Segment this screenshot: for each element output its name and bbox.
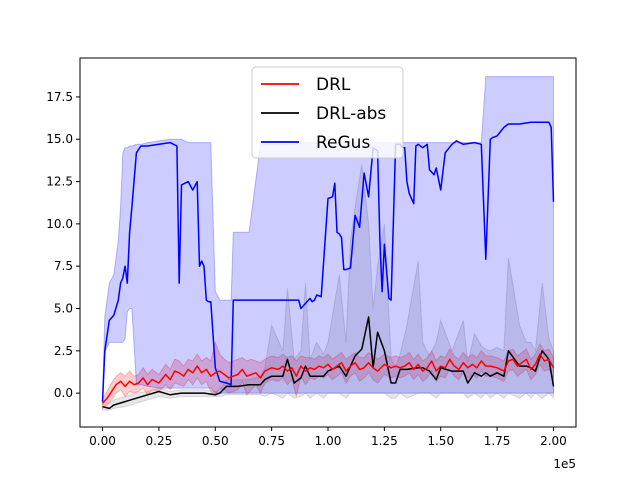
x-tick-label: 1.25 — [371, 434, 398, 448]
x-tick-label: 0.50 — [202, 434, 229, 448]
x-axis-offset-label: 1e5 — [553, 457, 576, 471]
x-tick-label: 0.00 — [89, 434, 116, 448]
x-tick-label: 1.50 — [427, 434, 454, 448]
band-drl-abs — [102, 164, 554, 411]
y-tick-label: 2.5 — [54, 344, 73, 358]
legend-label-drl-abs: DRL-abs — [316, 104, 386, 124]
y-tick-label: 12.5 — [46, 175, 73, 189]
x-tick-label: 2.00 — [540, 434, 567, 448]
x-tick-label: 1.00 — [315, 434, 342, 448]
x-tick-label: 0.25 — [146, 434, 173, 448]
legend-label-drl: DRL — [316, 75, 351, 95]
y-axis: 0.0 2.5 5.0 7.5 10.0 12.5 15.0 17.5 — [46, 90, 80, 400]
y-tick-label: 7.5 — [54, 259, 73, 273]
legend-label-regus: ReGus — [316, 133, 370, 153]
y-tick-label: 10.0 — [46, 217, 73, 231]
line-drl — [101, 353, 555, 404]
y-tick-label: 5.0 — [54, 302, 73, 316]
y-tick-label: 15.0 — [46, 132, 73, 146]
legend: DRL DRL-abs ReGus — [251, 66, 404, 159]
line-regus — [101, 121, 555, 402]
x-tick-label: 1.75 — [484, 434, 511, 448]
band-regus — [102, 76, 554, 402]
y-tick-label: 17.5 — [46, 90, 73, 104]
x-tick-label: 0.75 — [258, 434, 285, 448]
line-drl-abs — [102, 316, 555, 410]
series-lines — [101, 121, 555, 410]
legend-box — [251, 66, 404, 159]
x-axis: 0.00 0.25 0.50 0.75 1.00 1.25 1.50 1.75 2.00 — [89, 427, 567, 448]
y-tick-label: 0.0 — [54, 386, 73, 400]
